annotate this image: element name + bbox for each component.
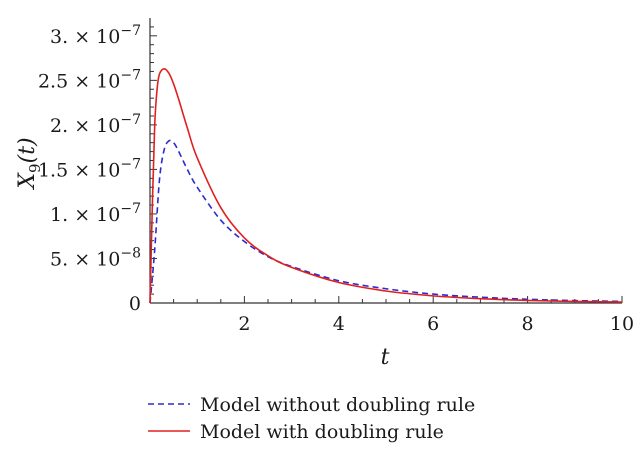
y-tick-label-exponent: −7	[120, 156, 141, 172]
y-tick-label-mantissa: 2.5 × 10	[38, 70, 120, 92]
y-tick-label-exponent: −7	[120, 67, 141, 83]
y-axis-label-subscript: 9	[26, 163, 44, 173]
y-tick-label: 1. × 10−7	[50, 201, 141, 226]
legend-label: Model without doubling rule	[200, 394, 475, 416]
x-tick-label: 4	[333, 313, 345, 335]
y-axis-label: X9(t)	[15, 137, 44, 190]
series-lines	[149, 67, 623, 304]
y-tick-label: 5. × 10−8	[50, 245, 141, 270]
y-tick-label-exponent: −7	[120, 112, 141, 128]
y-tick-label: 1.5 × 10−7	[38, 156, 141, 181]
series-line-with-doubling	[149, 67, 623, 304]
x-tick-label: 2	[238, 313, 250, 335]
y-tick-label-mantissa: 2. × 10	[50, 115, 120, 137]
y-tick-label-mantissa: 5. × 10	[50, 248, 120, 270]
y-tick-label-exponent: −8	[120, 245, 141, 261]
x-tick-label: 6	[427, 313, 439, 335]
y-tick-label-mantissa: 1. × 10	[50, 204, 120, 226]
y-tick-label-exponent: −7	[120, 201, 141, 217]
y-axis-label-suffix: (t)	[15, 137, 40, 163]
y-tick-label: 2.5 × 10−7	[38, 67, 141, 92]
series-line-without-doubling	[149, 139, 623, 304]
y-tick-label: 0	[129, 293, 141, 315]
y-axis-label-base: X	[15, 172, 40, 191]
y-tick-label-mantissa: 0	[129, 293, 141, 315]
x-tick-label: 10	[610, 313, 634, 335]
y-tick-label-exponent: −7	[120, 23, 141, 39]
legend-label: Model with doubling rule	[200, 421, 444, 443]
y-tick-label-mantissa: 3. × 10	[50, 26, 120, 48]
y-tick-label-mantissa: 1.5 × 10	[38, 159, 120, 181]
y-axis-label-text: X9(t)	[15, 137, 44, 190]
legend: Model without doubling rule Model with do…	[148, 394, 475, 443]
y-tick-label: 3. × 10−7	[50, 23, 141, 48]
y-tick-label: 2. × 10−7	[50, 112, 141, 137]
x-axis-label: t	[381, 345, 390, 370]
x-tick-label: 8	[522, 313, 534, 335]
